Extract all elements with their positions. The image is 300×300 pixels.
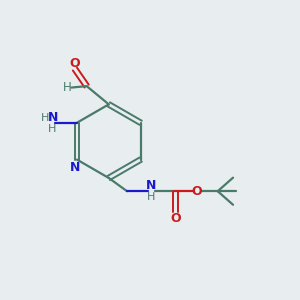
Text: O: O [69, 57, 80, 70]
Text: H: H [48, 124, 56, 134]
Text: H: H [146, 191, 155, 202]
Text: N: N [146, 179, 156, 192]
Text: H: H [63, 81, 72, 94]
Text: O: O [170, 212, 181, 225]
Text: H: H [41, 113, 49, 123]
Text: N: N [70, 161, 81, 174]
Text: O: O [192, 185, 203, 198]
Text: N: N [48, 111, 58, 124]
